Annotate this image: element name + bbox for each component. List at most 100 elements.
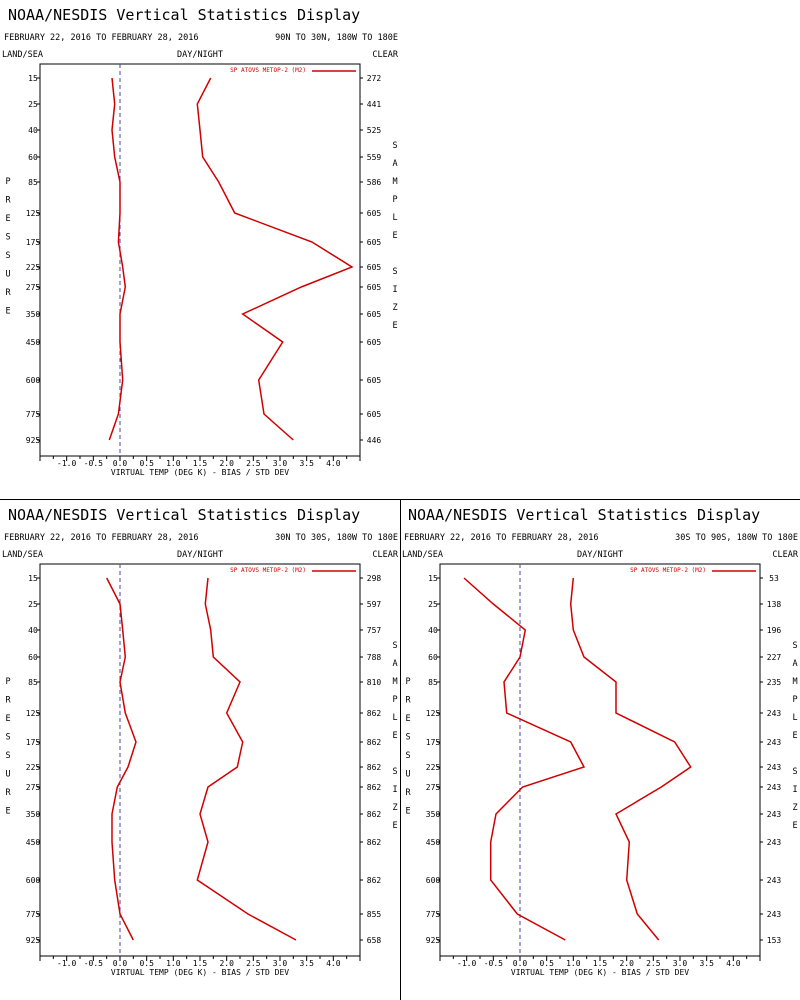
x-tick-label: -0.5 — [484, 959, 503, 968]
sample-size-axis-letter: E — [792, 731, 797, 741]
sample-size-label: 605 — [367, 209, 382, 218]
sample-size-axis-letter: A — [392, 159, 397, 169]
x-tick-label: 1.0 — [166, 459, 181, 468]
pressure-tick-label: 600 — [26, 376, 41, 385]
sample-size-label: 243 — [767, 763, 782, 772]
x-tick-label: 2.0 — [219, 459, 234, 468]
sample-size-axis-letter: L — [392, 213, 397, 223]
chart-panel-3: NOAA/NESDIS Vertical Statistics Display F… — [402, 506, 799, 977]
sample-size-label: 138 — [767, 600, 782, 609]
sample-size-axis-letter: S — [392, 267, 397, 277]
legend-label: SP ATOVS METOP-2 (M2) — [230, 567, 306, 574]
pressure-tick-label: 925 — [26, 436, 41, 445]
sample-size-label: 441 — [367, 100, 382, 109]
sample-size-label: 757 — [367, 626, 382, 635]
x-tick-label: -1.0 — [457, 959, 476, 968]
series-line-bias — [108, 77, 127, 441]
x-tick-label: 0.0 — [513, 959, 528, 968]
pressure-axis-letter: R — [5, 788, 11, 798]
sample-size-axis-letter: S — [392, 141, 397, 151]
pressure-tick-label: 25 — [428, 600, 438, 609]
sample-size-axis-letter: M — [392, 677, 397, 687]
pressure-axis-letter: E — [5, 307, 10, 317]
pressure-axis-letter: S — [405, 751, 410, 761]
sample-size-label: 605 — [367, 338, 382, 347]
sample-size-label: 243 — [767, 810, 782, 819]
sample-size-label: 862 — [367, 738, 382, 747]
x-tick-label: 4.0 — [326, 959, 341, 968]
panel-separator-horizontal — [0, 499, 800, 500]
pressure-axis-letter: S — [5, 733, 10, 743]
sample-size-label: 605 — [367, 310, 382, 319]
clear-label: CLEAR — [372, 550, 398, 560]
pressure-axis-letter: R — [405, 788, 411, 798]
pressure-tick-label: 600 — [26, 876, 41, 885]
date-range: FEBRUARY 22, 2016 TO FEBRUARY 28, 2016 — [4, 533, 198, 543]
pressure-tick-label: 85 — [428, 678, 438, 687]
sample-size-axis-letter: M — [392, 177, 397, 187]
day-night-label: DAY/NIGHT — [177, 550, 223, 560]
date-range: FEBRUARY 22, 2016 TO FEBRUARY 28, 2016 — [4, 33, 198, 43]
pressure-tick-label: 775 — [26, 910, 41, 919]
sample-size-axis-letter: P — [792, 695, 797, 705]
sample-size-label: 298 — [367, 574, 382, 583]
x-tick-label: 3.0 — [273, 959, 288, 968]
pressure-tick-label: 40 — [428, 626, 438, 635]
x-tick-label: 1.0 — [566, 959, 581, 968]
sample-size-axis-letter: Z — [792, 803, 797, 813]
land-sea-label: LAND/SEA — [2, 550, 43, 560]
chart-title: NOAA/NESDIS Vertical Statistics Display — [408, 506, 760, 524]
sample-size-axis-letter: I — [392, 785, 397, 795]
pressure-axis-letter: U — [405, 770, 410, 780]
sample-size-label: 243 — [767, 783, 782, 792]
sample-size-label: 605 — [367, 263, 382, 272]
region-label: 30N TO 30S, 180W TO 180E — [275, 533, 398, 543]
sample-size-label: 855 — [367, 910, 382, 919]
sample-size-axis-letter: E — [792, 821, 797, 831]
x-tick-label: 2.0 — [219, 959, 234, 968]
legend-label: SP ATOVS METOP-2 (M2) — [230, 67, 306, 74]
sample-size-label: 597 — [367, 600, 382, 609]
sample-size-axis-letter: A — [392, 659, 397, 669]
x-axis-label: VIRTUAL TEMP (DEG K) - BIAS / STD DEV — [511, 968, 689, 977]
x-tick-label: 3.0 — [273, 459, 288, 468]
sample-size-axis-letter: E — [392, 321, 397, 331]
sample-size-label: 605 — [367, 376, 382, 385]
x-tick-label: 0.0 — [113, 959, 128, 968]
pressure-axis-letter: S — [5, 251, 10, 261]
sample-size-label: 788 — [367, 653, 382, 662]
pressure-tick-label: 125 — [26, 209, 41, 218]
pressure-tick-label: 60 — [28, 653, 38, 662]
pressure-tick-label: 225 — [26, 763, 41, 772]
pressure-axis-letter: P — [5, 677, 10, 687]
x-tick-label: 3.0 — [673, 959, 688, 968]
pressure-axis-letter: P — [5, 177, 10, 187]
pressure-axis-letter: E — [405, 807, 410, 817]
pressure-tick-label: 350 — [26, 310, 41, 319]
x-tick-label: 2.5 — [646, 959, 661, 968]
sample-size-axis-letter: S — [792, 641, 797, 651]
pressure-axis-letter: S — [5, 751, 10, 761]
pressure-tick-label: 175 — [26, 738, 41, 747]
x-tick-label: 1.5 — [193, 959, 208, 968]
pressure-tick-label: 60 — [428, 653, 438, 662]
sample-size-label: 605 — [367, 283, 382, 292]
sample-size-label: 272 — [367, 74, 382, 83]
series-line-std-dev — [569, 577, 692, 941]
day-night-label: DAY/NIGHT — [177, 50, 223, 60]
x-axis-label: VIRTUAL TEMP (DEG K) - BIAS / STD DEV — [111, 468, 289, 477]
x-tick-label: 2.5 — [246, 959, 261, 968]
x-tick-label: 3.5 — [299, 459, 314, 468]
sample-size-axis-letter: P — [392, 695, 397, 705]
x-tick-label: 0.0 — [113, 459, 128, 468]
pressure-axis-letter: E — [5, 807, 10, 817]
x-tick-label: 3.5 — [699, 959, 714, 968]
plot-frame — [39, 563, 361, 957]
sample-size-label: 196 — [767, 626, 782, 635]
pressure-tick-label: 350 — [26, 810, 41, 819]
chart-panel-2: NOAA/NESDIS Vertical Statistics Display F… — [2, 506, 399, 977]
clear-label: CLEAR — [772, 550, 798, 560]
land-sea-label: LAND/SEA — [402, 550, 443, 560]
pressure-tick-label: 85 — [28, 178, 38, 187]
